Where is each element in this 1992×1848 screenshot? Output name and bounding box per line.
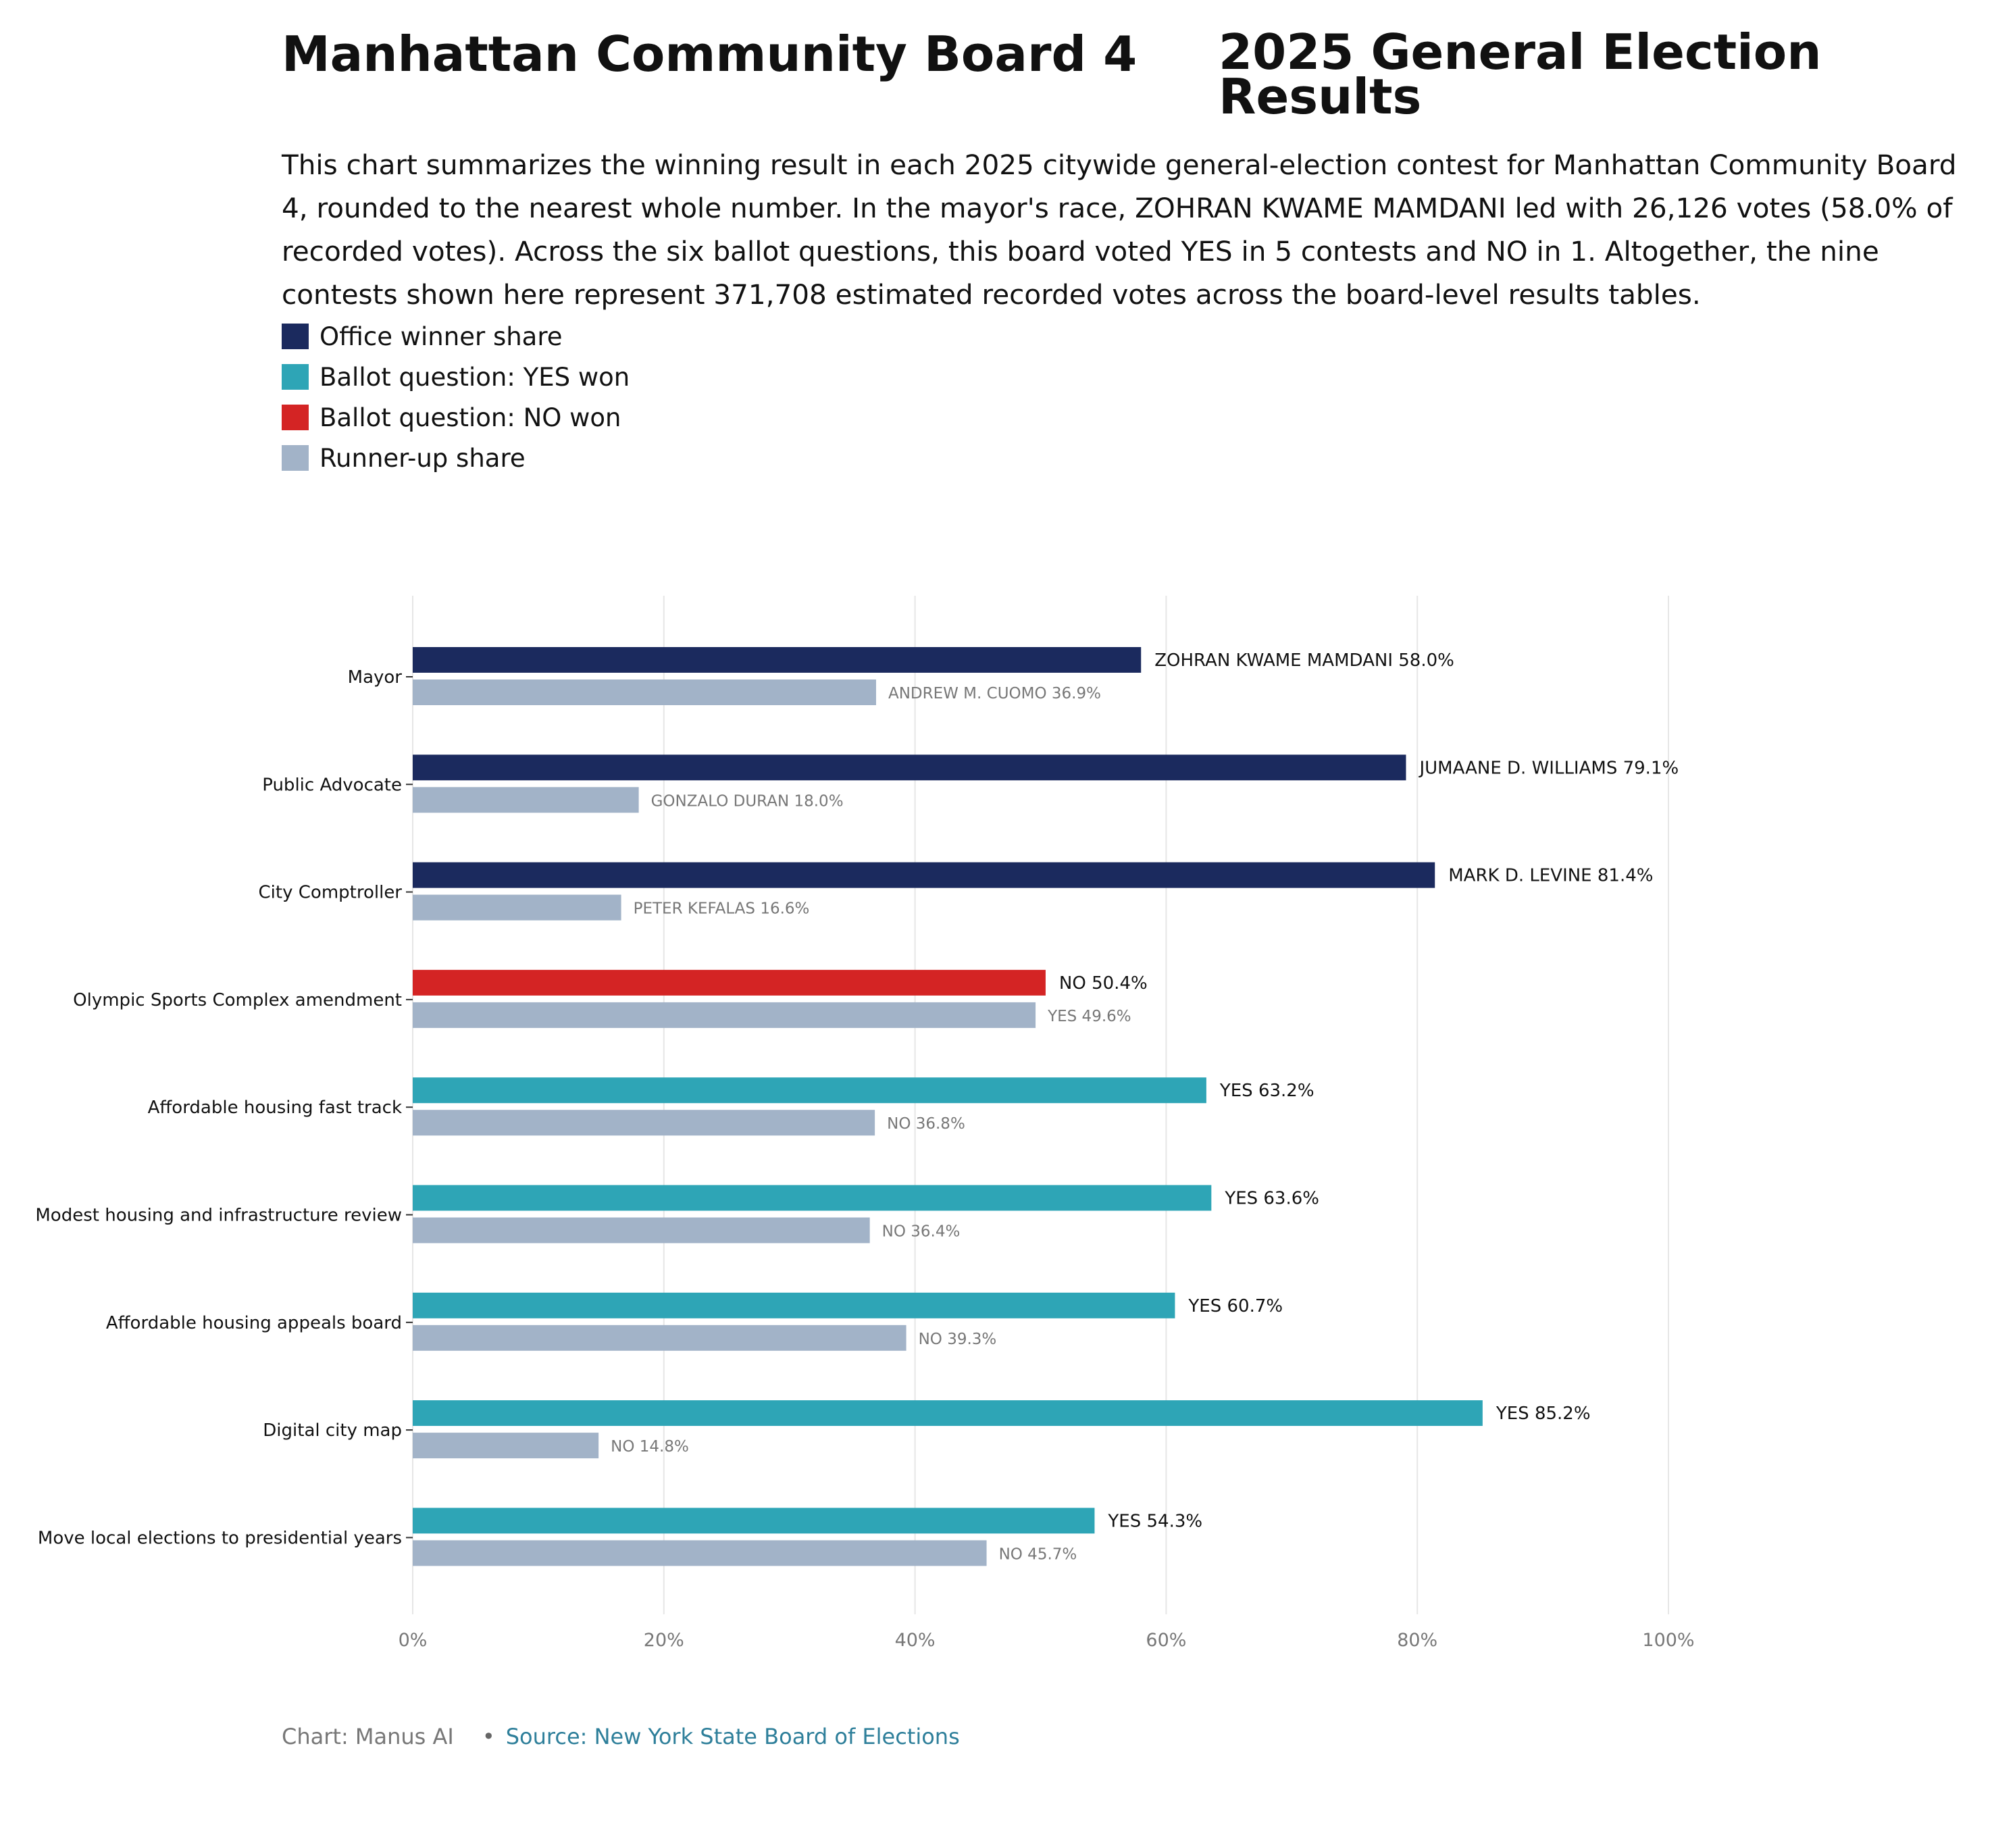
winner-label-6: YES 60.7%	[1187, 1296, 1283, 1316]
runner-up-bar-6	[413, 1325, 906, 1351]
runner-up-bar-3	[413, 1002, 1036, 1028]
winner-label-5: YES 63.6%	[1224, 1189, 1319, 1209]
winner-bar-8	[413, 1508, 1095, 1534]
x-tick-label-1: 20%	[644, 1630, 684, 1651]
winner-bar-1	[413, 754, 1406, 781]
runner-up-label-4: NO 36.8%	[887, 1115, 965, 1133]
legend-label-yes-won: Ballot question: YES won	[320, 362, 630, 392]
winner-bar-0	[413, 647, 1142, 673]
category-label-6: Affordable housing appeals board	[106, 1313, 402, 1333]
footer-separator: •	[482, 1724, 495, 1749]
chart-title-right: 2025 General Election Results	[1219, 24, 1822, 125]
source-link[interactable]: Source: New York State Board of Election…	[505, 1724, 960, 1749]
category-label-5: Modest housing and infrastructure review	[35, 1206, 402, 1226]
winner-label-7: YES 85.2%	[1496, 1404, 1591, 1424]
x-tick-label-4: 80%	[1397, 1630, 1437, 1651]
runner-up-bar-0	[413, 679, 876, 705]
legend-label-runner-up: Runner-up share	[320, 443, 526, 473]
chart-credit: Chart: Manus AI	[282, 1724, 454, 1749]
footer: Chart: Manus AI • Source: New York State B…	[282, 1724, 960, 1749]
legend-swatch-yes-won	[282, 364, 309, 390]
runner-up-bar-2	[413, 894, 621, 921]
runner-up-bar-4	[413, 1110, 875, 1136]
winner-label-2: MARK D. LEVINE 81.4%	[1448, 866, 1653, 886]
legend-item-yes-won: Ballot question: YES won	[282, 357, 630, 397]
legend-swatch-runner-up	[282, 445, 309, 471]
runner-up-label-6: NO 39.3%	[919, 1331, 997, 1348]
winner-label-3: NO 50.4%	[1059, 973, 1148, 994]
winner-bar-6	[413, 1292, 1175, 1318]
legend-swatch-office-winner	[282, 324, 309, 349]
winner-label-8: YES 54.3%	[1107, 1511, 1202, 1531]
bar-chart: 0% 20% 40% 60% 80% 100% Mayor ZOHRAN KWAME MAMD…	[35, 596, 1695, 1651]
x-tick-label-3: 60%	[1146, 1630, 1186, 1651]
runner-up-bar-5	[413, 1217, 870, 1243]
runner-up-bar-7	[413, 1433, 599, 1459]
legend-label-office-winner: Office winner share	[320, 322, 563, 351]
x-tick-label-2: 40%	[895, 1630, 936, 1651]
legend-item-runner-up: Runner-up share	[282, 438, 630, 478]
chart-title-left: Manhattan Community Board 4	[282, 26, 1138, 82]
category-label-0: Mayor	[348, 667, 403, 688]
runner-up-bar-8	[413, 1540, 987, 1566]
winner-bar-7	[413, 1400, 1483, 1427]
runner-up-label-2: PETER KEFALAS 16.6%	[634, 900, 810, 918]
category-label-2: City Comptroller	[259, 883, 403, 903]
legend-label-no-won: Ballot question: NO won	[320, 403, 621, 432]
winner-bar-5	[413, 1185, 1212, 1211]
category-label-1: Public Advocate	[262, 775, 402, 795]
legend: Office winner share Ballot question: YES…	[282, 316, 630, 478]
winner-label-0: ZOHRAN KWAME MAMDANI 58.0%	[1154, 650, 1454, 671]
runner-up-label-3: YES 49.6%	[1047, 1008, 1131, 1025]
runner-up-label-0: ANDREW M. CUOMO 36.9%	[888, 685, 1101, 702]
legend-item-office-winner: Office winner share	[282, 316, 630, 357]
chart-subtitle: This chart summarizes the winning result…	[282, 149, 1957, 311]
legend-swatch-no-won	[282, 405, 309, 430]
runner-up-label-8: NO 45.7%	[999, 1545, 1077, 1563]
winner-bar-2	[413, 862, 1435, 888]
winner-label-1: JUMAANE D. WILLIAMS 79.1%	[1418, 758, 1679, 778]
runner-up-label-5: NO 36.4%	[882, 1223, 961, 1241]
x-tick-label-5: 100%	[1642, 1630, 1694, 1651]
runner-up-label-7: NO 14.8%	[611, 1438, 689, 1456]
category-label-8: Move local elections to presidential yea…	[38, 1528, 402, 1548]
winner-bar-4	[413, 1077, 1206, 1104]
winner-bar-3	[413, 969, 1046, 996]
legend-item-no-won: Ballot question: NO won	[282, 397, 630, 438]
category-label-4: Affordable housing fast track	[148, 1098, 402, 1118]
runner-up-bar-1	[413, 787, 639, 813]
winner-label-4: YES 63.2%	[1219, 1081, 1314, 1101]
runner-up-label-1: GONZALO DURAN 18.0%	[651, 792, 844, 810]
x-tick-label-0: 0%	[399, 1630, 428, 1651]
category-label-3: Olympic Sports Complex amendment	[73, 990, 402, 1010]
category-label-7: Digital city map	[263, 1420, 402, 1441]
